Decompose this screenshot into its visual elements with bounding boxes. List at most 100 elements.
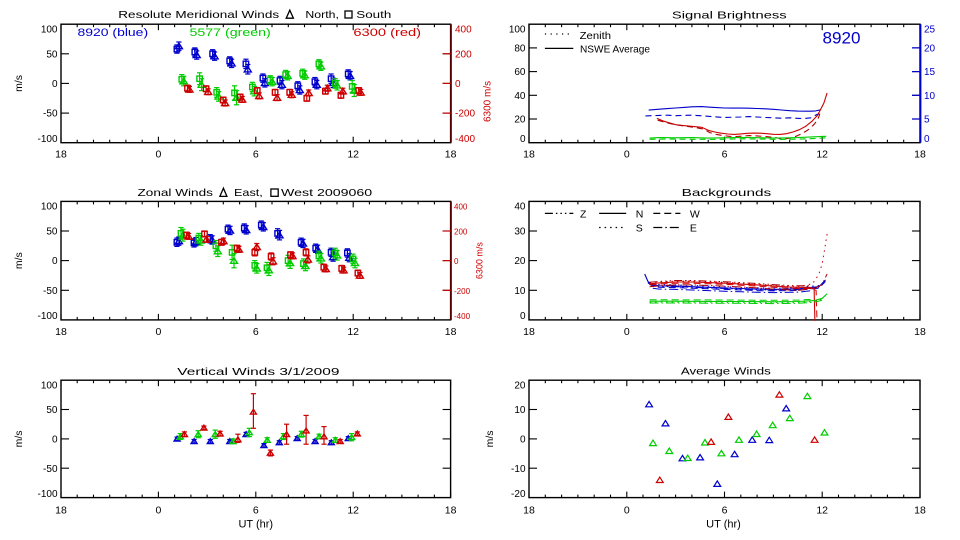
svg-text:0: 0 [155, 505, 161, 517]
svg-text:-50: -50 [43, 286, 58, 297]
svg-text:Backgrounds: Backgrounds [682, 187, 772, 199]
svg-text:0: 0 [624, 505, 630, 517]
svg-text:18: 18 [445, 505, 457, 517]
svg-text:100: 100 [41, 24, 58, 35]
svg-text:0: 0 [155, 149, 161, 161]
svg-text:N: N [636, 208, 644, 220]
svg-text:-100: -100 [37, 489, 57, 500]
svg-text:6: 6 [722, 326, 728, 338]
svg-text:6: 6 [722, 505, 728, 517]
svg-text:400: 400 [455, 24, 472, 35]
svg-text:6: 6 [253, 505, 259, 517]
svg-text:18: 18 [914, 326, 926, 338]
svg-text:0: 0 [520, 311, 526, 322]
svg-text:0: 0 [624, 326, 630, 338]
svg-text:10: 10 [924, 91, 936, 102]
svg-text:-10: -10 [511, 464, 526, 475]
svg-text:6300 (red): 6300 (red) [353, 27, 421, 39]
svg-text:20: 20 [514, 380, 526, 391]
svg-text:0: 0 [520, 134, 526, 145]
svg-text:100: 100 [41, 202, 58, 213]
svg-text:12: 12 [816, 149, 828, 161]
svg-text:18: 18 [523, 149, 535, 161]
svg-text:m/s: m/s [13, 252, 25, 269]
svg-text:80: 80 [514, 43, 526, 54]
svg-text:12: 12 [347, 149, 359, 161]
svg-text:18: 18 [914, 149, 926, 161]
svg-text:100: 100 [41, 380, 58, 391]
svg-text:10: 10 [514, 286, 526, 297]
svg-text:25: 25 [924, 24, 936, 35]
svg-text:0: 0 [455, 79, 461, 90]
svg-text:-400: -400 [455, 134, 475, 145]
svg-text:400: 400 [454, 203, 468, 212]
svg-text:6: 6 [253, 326, 259, 338]
svg-text:12: 12 [347, 326, 359, 338]
svg-text:Resolute Meridional Winds: Resolute Meridional Winds [118, 9, 279, 21]
svg-text:S: S [636, 223, 643, 235]
svg-text:-50: -50 [43, 109, 58, 120]
svg-text:60: 60 [514, 67, 526, 78]
svg-text:m/s: m/s [13, 75, 25, 92]
svg-text:-100: -100 [37, 134, 57, 145]
svg-text:200: 200 [454, 228, 468, 237]
svg-text:-200: -200 [454, 287, 471, 296]
svg-text:m/s: m/s [484, 430, 496, 447]
svg-text:15: 15 [924, 67, 936, 78]
svg-text:10: 10 [514, 405, 526, 416]
svg-text:0: 0 [52, 434, 58, 445]
svg-text:6: 6 [253, 149, 259, 161]
svg-text:0: 0 [155, 326, 161, 338]
svg-text:12: 12 [816, 505, 828, 517]
svg-text:m/s: m/s [13, 430, 25, 447]
svg-text:18: 18 [523, 505, 535, 517]
svg-text:0: 0 [624, 149, 630, 161]
svg-text:0: 0 [520, 434, 526, 445]
svg-text:18: 18 [55, 505, 67, 517]
svg-text:5: 5 [924, 115, 930, 126]
svg-text:West 2009060: West 2009060 [281, 187, 372, 199]
svg-text:E: E [690, 223, 697, 235]
svg-text:North,: North, [305, 9, 339, 21]
svg-text:50: 50 [46, 49, 58, 60]
svg-text:East,: East, [234, 187, 263, 199]
svg-text:0: 0 [52, 256, 58, 267]
svg-text:18: 18 [445, 149, 457, 161]
svg-text:30: 30 [514, 227, 526, 238]
svg-text:100: 100 [509, 24, 526, 35]
svg-text:W: W [690, 208, 700, 220]
svg-text:18: 18 [914, 505, 926, 517]
svg-text:50: 50 [46, 405, 58, 416]
svg-text:6300 m/s: 6300 m/s [474, 242, 484, 280]
svg-text:-400: -400 [454, 312, 471, 321]
svg-text:50: 50 [46, 227, 58, 238]
svg-text:Z: Z [580, 208, 587, 220]
svg-text:-50: -50 [43, 464, 58, 475]
svg-text:UT (hr): UT (hr) [238, 519, 273, 531]
svg-text:5577 (green): 5577 (green) [190, 27, 271, 39]
svg-text:20: 20 [514, 256, 526, 267]
svg-text:NSWE Average: NSWE Average [580, 43, 650, 55]
svg-text:0: 0 [52, 79, 58, 90]
svg-text:-200: -200 [455, 109, 475, 120]
svg-text:-20: -20 [511, 489, 526, 500]
svg-text:12: 12 [347, 505, 359, 517]
svg-text:18: 18 [55, 326, 67, 338]
svg-text:12: 12 [816, 326, 828, 338]
svg-text:18: 18 [55, 149, 67, 161]
svg-text:Average Winds: Average Winds [681, 366, 771, 378]
svg-text:6300 m/s: 6300 m/s [482, 81, 493, 122]
svg-text:18: 18 [523, 326, 535, 338]
svg-text:0: 0 [454, 257, 459, 266]
svg-text:0: 0 [924, 134, 930, 145]
svg-text:Zonal Winds: Zonal Winds [138, 187, 213, 199]
svg-text:20: 20 [924, 43, 936, 54]
svg-text:Signal Brightness: Signal Brightness [672, 9, 787, 21]
svg-text:-100: -100 [37, 311, 57, 322]
svg-text:18: 18 [445, 326, 457, 338]
svg-text:8920 (blue): 8920 (blue) [78, 27, 149, 39]
svg-text:UT (hr): UT (hr) [706, 519, 741, 531]
svg-text:8920: 8920 [823, 29, 861, 48]
svg-text:20: 20 [514, 115, 526, 126]
svg-text:40: 40 [514, 91, 526, 102]
